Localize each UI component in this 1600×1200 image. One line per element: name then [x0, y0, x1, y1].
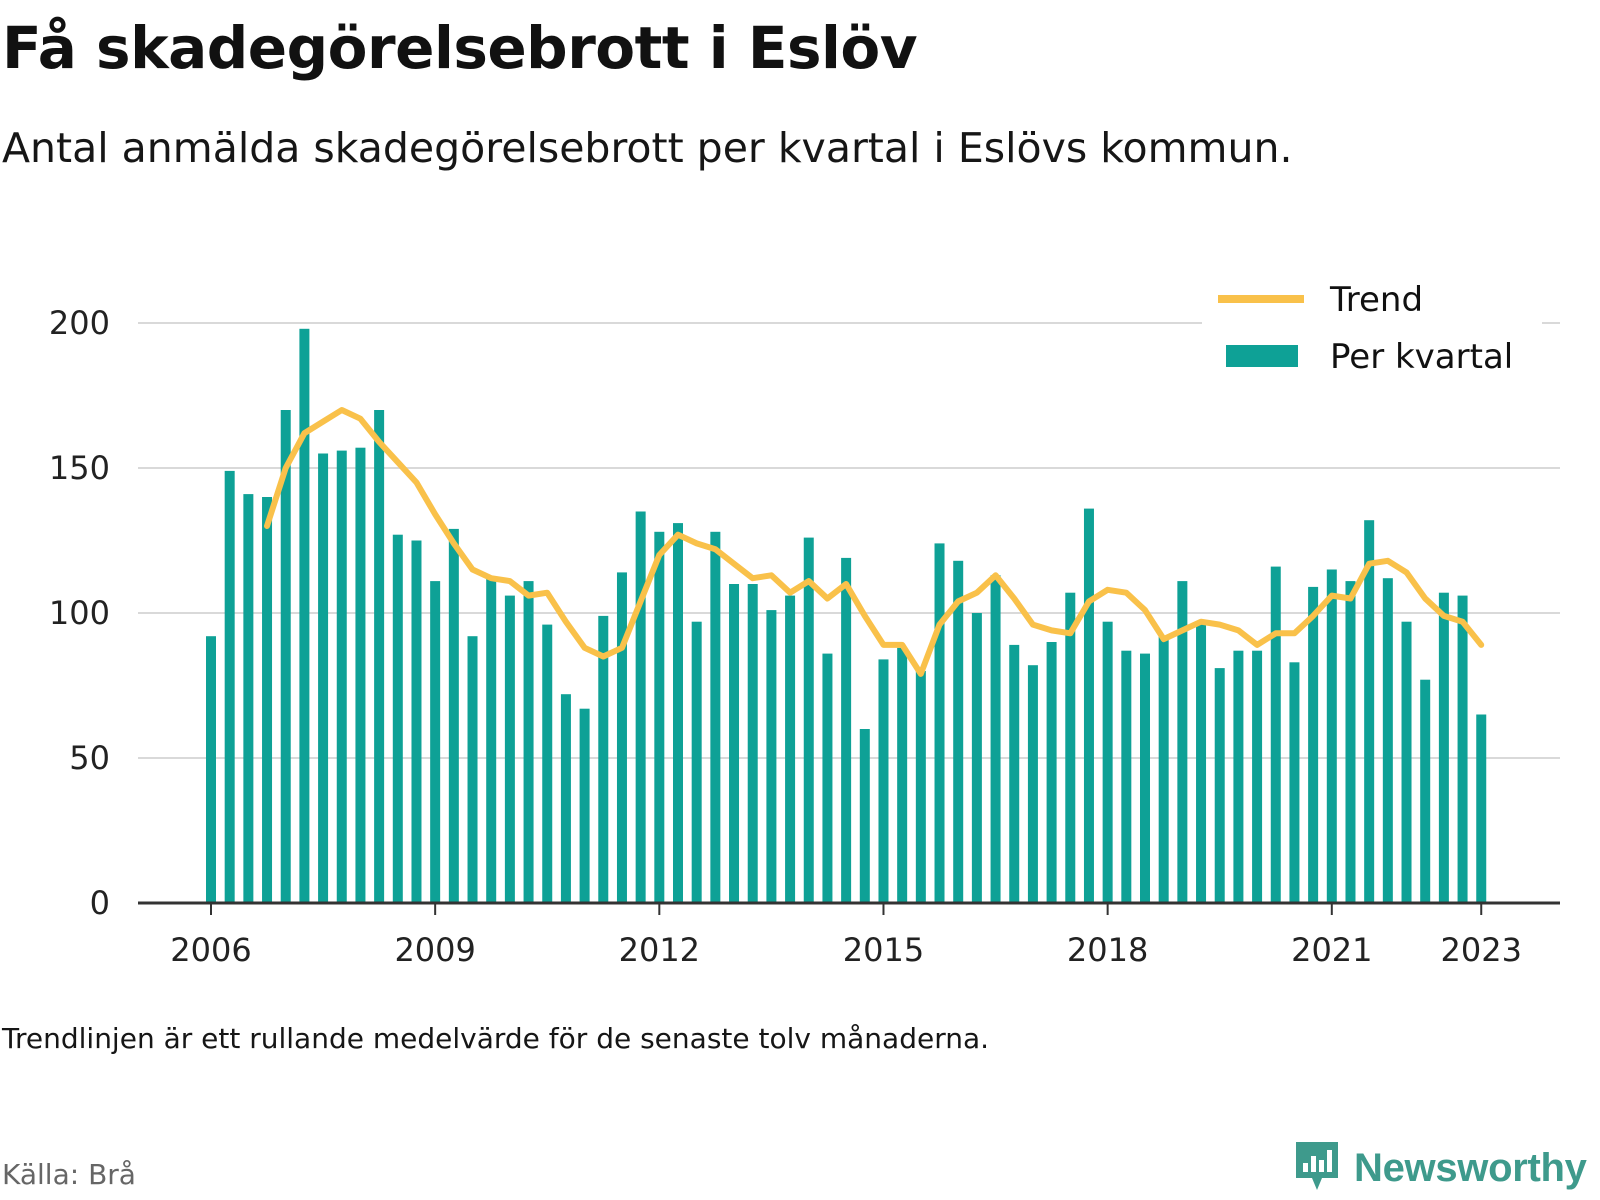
bar — [953, 560, 964, 903]
y-tick-label: 50 — [69, 739, 110, 777]
bar — [243, 494, 254, 903]
bar — [1420, 679, 1431, 903]
bar — [467, 636, 478, 903]
bar — [206, 636, 216, 903]
bar — [560, 694, 571, 903]
y-tick-label: 100 — [49, 594, 110, 632]
bar — [1046, 642, 1057, 903]
y-tick-label: 150 — [49, 449, 110, 487]
bar — [1289, 662, 1300, 903]
bar — [1140, 653, 1150, 903]
bar — [430, 581, 441, 903]
bar — [598, 615, 609, 903]
bar — [1364, 520, 1375, 903]
bar — [318, 453, 329, 903]
bar — [542, 624, 553, 903]
legend-background — [1202, 274, 1542, 394]
chart-title: Få skadegörelsebrott i Eslöv — [2, 14, 918, 82]
trend-series — [264, 407, 1485, 677]
bar — [448, 528, 459, 903]
bar-series — [206, 328, 1487, 903]
bar — [224, 470, 235, 903]
bar — [1196, 621, 1207, 903]
chart: 0 50 100 150 200 2006 2009 2012 2015 2018 2021 2023… — [49, 274, 1560, 969]
bar — [579, 708, 590, 903]
bar — [878, 659, 889, 903]
legend: Trend Per kvartal — [1202, 274, 1542, 394]
chart-subtitle: Antal anmälda skadegörelsebrott per kvar… — [2, 124, 1293, 172]
bar — [1083, 508, 1094, 903]
bar — [1401, 621, 1412, 903]
brand-name: Newsworthy — [1354, 1145, 1587, 1190]
y-tick-label: 200 — [49, 304, 110, 342]
legend-label-per-kvartal: Per kvartal — [1330, 337, 1513, 377]
bar — [766, 610, 777, 903]
bar — [1065, 592, 1076, 903]
bar — [691, 621, 702, 903]
bar — [897, 647, 908, 903]
x-tick-label: 2006 — [170, 931, 251, 969]
bar — [673, 523, 683, 903]
bar — [1233, 650, 1244, 903]
source-label: Källa: Brå — [2, 1158, 136, 1191]
bar — [1326, 569, 1337, 903]
bar — [934, 543, 945, 903]
y-tick-label: 0 — [90, 884, 110, 922]
bar — [859, 729, 870, 903]
bar — [1214, 668, 1225, 903]
bar — [1158, 636, 1169, 903]
newsworthy-logo-icon — [1296, 1142, 1338, 1190]
bar — [336, 450, 347, 903]
x-tick-label: 2015 — [843, 931, 924, 969]
bar — [803, 537, 814, 903]
x-tick-label: 2009 — [394, 931, 475, 969]
bar — [616, 572, 627, 903]
axes: 0 50 100 150 200 2006 2009 2012 2015 2018 2021 2023 — [49, 304, 1560, 969]
x-tick-label: 2018 — [1067, 931, 1148, 969]
bar — [392, 534, 403, 903]
bar — [299, 328, 310, 903]
bar — [729, 584, 740, 903]
bar — [747, 584, 758, 903]
bar — [785, 595, 796, 903]
bar — [822, 653, 833, 903]
bar — [1382, 578, 1393, 903]
bar — [710, 531, 721, 903]
bar — [411, 540, 422, 903]
bar — [1457, 595, 1468, 903]
bar — [262, 497, 273, 903]
bar — [504, 595, 515, 903]
bar — [1438, 592, 1449, 903]
x-tick-label: 2012 — [619, 931, 700, 969]
bar — [1102, 621, 1113, 903]
bar — [990, 575, 1001, 903]
x-tick-label: 2023 — [1441, 931, 1522, 969]
bar — [355, 447, 366, 903]
bar — [374, 410, 385, 903]
bar — [486, 578, 497, 903]
bar — [1345, 581, 1356, 903]
legend-label-trend: Trend — [1329, 280, 1423, 320]
trend-line — [264, 407, 1485, 677]
x-tick-label: 2021 — [1291, 931, 1372, 969]
footnote: Trendlinjen är ett rullande medelvärde f… — [2, 1022, 990, 1055]
bar — [523, 581, 534, 903]
bar — [915, 671, 926, 903]
bar — [1121, 650, 1132, 903]
bar — [841, 557, 852, 903]
bar — [635, 511, 646, 903]
bar — [1252, 650, 1263, 903]
bar — [1177, 581, 1188, 903]
bar — [654, 531, 665, 903]
newsworthy-logo: Newsworthy — [1292, 1138, 1587, 1198]
bar — [1476, 714, 1487, 903]
bar — [280, 410, 291, 903]
bar — [1027, 665, 1038, 903]
bar — [1009, 644, 1020, 903]
bar — [1270, 566, 1281, 903]
legend-bar-swatch — [1226, 345, 1298, 367]
bar — [1308, 586, 1319, 903]
bar — [971, 613, 982, 903]
